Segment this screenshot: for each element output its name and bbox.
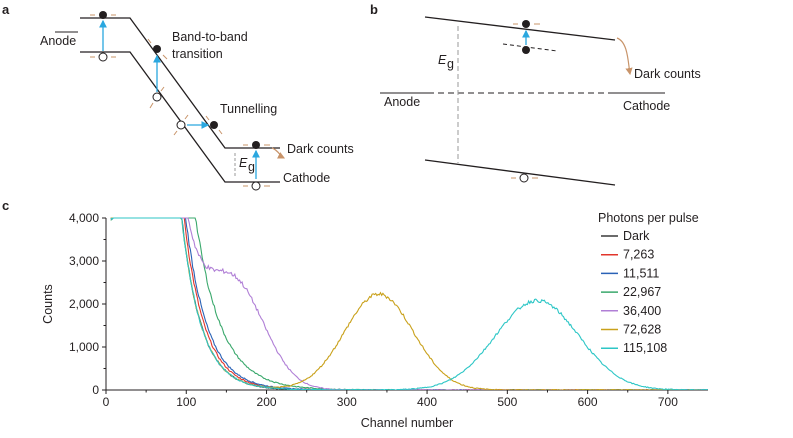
eg-label-b: E <box>438 53 447 67</box>
panel-b-letter: b <box>370 2 378 17</box>
x-tick-label: 500 <box>497 395 517 409</box>
eg-sub-a: g <box>248 160 255 174</box>
electron-b <box>522 20 530 28</box>
electron-right <box>252 141 260 149</box>
panel-b: b Anode Cathode E g Dark counts <box>370 2 701 186</box>
hole-tunnel <box>176 120 186 130</box>
x-tick-label: 400 <box>417 395 437 409</box>
eg-sub-b: g <box>447 57 454 71</box>
y-tick-label: 1,000 <box>69 340 99 354</box>
electron-tunnel <box>210 121 218 129</box>
trap-level-b <box>502 43 558 52</box>
chart-axes: 0 100 200 300 400 500 600 700 0 1,000 2,000 3,000 4,… <box>41 211 708 430</box>
legend-entry: Dark <box>623 229 650 243</box>
electron-left <box>99 11 107 19</box>
x-tick-label: 300 <box>337 395 357 409</box>
band-to-band-label-line2: transition <box>172 47 223 61</box>
y-axis-label: Counts <box>41 284 55 324</box>
trapped-electron-b <box>522 46 530 54</box>
x-axis-label: Channel number <box>361 416 453 430</box>
hole-slope <box>152 92 162 102</box>
chart-legend: Photons per pulse Dark 7,263 11,511 22,967 36… <box>598 211 699 355</box>
dark-counts-arrow-b <box>616 37 633 76</box>
legend-entry: 115,108 <box>623 341 667 355</box>
x-tick-label: 100 <box>176 395 196 409</box>
cathode-label-a: Cathode <box>283 171 330 185</box>
legend-title: Photons per pulse <box>598 211 699 225</box>
legend-entry: 7,263 <box>623 248 654 262</box>
tunnelling-label: Tunnelling <box>220 102 277 116</box>
x-tick-label: 200 <box>257 395 277 409</box>
y-tick-label: 2,000 <box>69 297 99 311</box>
panel-c-letter: c <box>2 198 9 213</box>
valence-band-b <box>424 159 616 186</box>
dark-counts-arrow-a <box>271 147 286 159</box>
series-line <box>110 217 708 390</box>
anode-label-a: Anode <box>40 34 76 48</box>
legend-entry: 11,511 <box>623 266 659 280</box>
panel-a: a Anode Band-to-band transition Tun <box>2 2 354 191</box>
panel-a-letter: a <box>2 2 10 17</box>
conduction-band-b <box>424 16 616 41</box>
dark-counts-label-b: Dark counts <box>634 67 701 81</box>
legend-entry: 36,400 <box>623 304 661 318</box>
band-to-band-label-line1: Band-to-band <box>172 30 248 44</box>
x-tick-label: 700 <box>658 395 678 409</box>
y-tick-label: 4,000 <box>69 211 99 225</box>
x-tick-label: 600 <box>578 395 598 409</box>
chart-series <box>110 217 708 390</box>
panel-c: c 0 100 200 300 400 500 600 700 0 1,000 2,000 3,000… <box>2 198 708 430</box>
hole-b <box>519 173 529 183</box>
anode-label-b: Anode <box>384 95 420 109</box>
y-tick-label: 0 <box>92 383 99 397</box>
legend-entry: 22,967 <box>623 285 661 299</box>
x-tick-label: 0 <box>103 395 110 409</box>
electron-slope <box>153 45 161 53</box>
hole-right <box>251 181 261 191</box>
eg-label-a: E <box>239 156 248 170</box>
hole-left <box>98 52 108 62</box>
y-tick-label: 3,000 <box>69 254 99 268</box>
dark-counts-label-a: Dark counts <box>287 142 354 156</box>
cathode-label-b: Cathode <box>623 99 670 113</box>
legend-entry: 72,628 <box>623 323 661 337</box>
valence-band-a <box>80 51 280 183</box>
